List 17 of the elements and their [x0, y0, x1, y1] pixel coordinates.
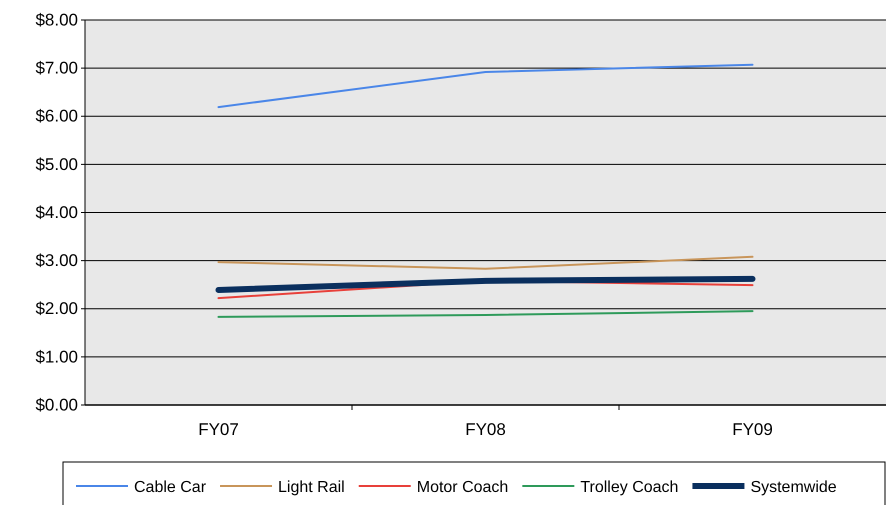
y-tick-label: $5.00: [35, 154, 78, 174]
y-tick-label: $7.00: [35, 58, 78, 78]
x-tick-label: FY07: [198, 420, 239, 440]
y-tick-label: $2.00: [35, 299, 78, 318]
y-tick-label: $0.00: [35, 395, 78, 414]
y-tick-label: $4.00: [35, 202, 78, 222]
legend-label: Systemwide: [750, 479, 837, 496]
legend-label: Light Rail: [278, 479, 345, 496]
legend-label: Trolley Coach: [580, 479, 678, 496]
x-tick-label: FY09: [732, 420, 773, 440]
y-tick-label: $3.00: [35, 251, 78, 270]
y-tick-label: $6.00: [35, 106, 78, 126]
x-tick-label: FY08: [465, 420, 506, 440]
y-tick-label: $8.00: [35, 10, 78, 30]
legend-label: Cable Car: [134, 479, 207, 496]
y-tick-label: $1.00: [35, 347, 78, 366]
legend-label: Motor Coach: [416, 479, 508, 496]
